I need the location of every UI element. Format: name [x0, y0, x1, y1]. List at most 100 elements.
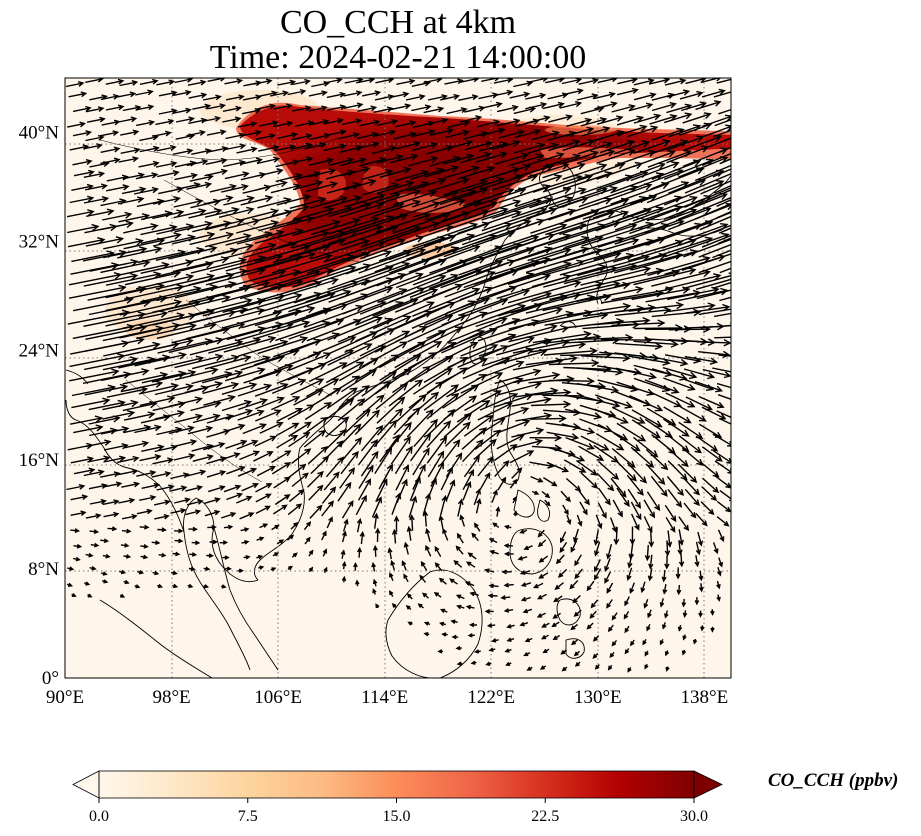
wind-arrow [343, 102, 364, 109]
wind-arrow [644, 545, 651, 562]
wind-arrow [172, 148, 194, 155]
wind-arrow [192, 220, 232, 233]
wind-arrow [463, 455, 480, 478]
wind-arrow [187, 583, 194, 589]
wind-arrow [629, 181, 690, 206]
wind-arrow [461, 439, 484, 463]
lon-tick-label: 138°E [681, 687, 729, 708]
wind-arrow [325, 428, 348, 451]
wind-arrow [152, 457, 175, 465]
wind-arrow [513, 142, 546, 154]
wind-arrow [503, 551, 514, 557]
wind-arrow [614, 205, 683, 231]
wind-arrow [694, 597, 700, 606]
wind-arrow [684, 488, 700, 506]
wind-arrow [549, 377, 596, 385]
wind-arrow [289, 196, 327, 209]
lat-tick-label: 40°N [19, 123, 60, 144]
wind-arrow [322, 195, 363, 209]
wind-arrow [221, 309, 283, 329]
wind-arrow [223, 484, 242, 493]
wind-arrow [666, 89, 691, 98]
wind-arrow [519, 570, 531, 575]
wind-arrow [303, 429, 327, 448]
wind-arrow [377, 118, 399, 126]
wind-arrow [695, 189, 731, 206]
wind-arrow [277, 351, 322, 370]
wind-arrow [701, 114, 731, 128]
wind-arrow [326, 516, 333, 529]
wind-arrow [326, 398, 355, 420]
wind-arrow [403, 573, 409, 583]
wind-arrow [455, 645, 462, 651]
wind-arrow [139, 524, 150, 530]
wind-arrow [527, 152, 565, 166]
wind-arrow [105, 184, 130, 192]
wind-arrow [124, 270, 182, 286]
wind-arrow [538, 555, 549, 563]
wind-arrow [719, 267, 731, 274]
wind-arrow [174, 256, 230, 272]
wind-arrow [445, 421, 471, 447]
wind-arrow [157, 170, 180, 178]
wind-arrow [506, 637, 515, 642]
wind-arrow [372, 578, 378, 587]
wind-arrow [561, 666, 568, 672]
wind-arrow [631, 286, 691, 301]
wind-arrow [578, 78, 599, 85]
wind-arrow [530, 209, 600, 234]
wind-arrow [485, 661, 492, 666]
wind-arrow [643, 499, 656, 519]
wind-arrow [628, 102, 654, 112]
wind-arrow [89, 566, 97, 571]
wind-arrow [573, 609, 582, 617]
wind-arrow [509, 478, 518, 489]
wind-arrow [308, 362, 348, 383]
wind-arrow [308, 484, 324, 501]
wind-arrow [695, 513, 708, 527]
wind-arrow [664, 78, 687, 86]
wind-arrow [337, 481, 352, 502]
wind-arrow [646, 491, 661, 512]
wind-arrow [66, 582, 74, 587]
wind-arrow [206, 129, 227, 136]
wind-arrow [286, 534, 295, 541]
wind-arrow [136, 198, 165, 208]
wind-arrow [629, 582, 635, 595]
wind-arrow [133, 186, 159, 195]
wind-arrow [304, 536, 311, 545]
wind-arrow [626, 462, 648, 484]
wind-arrow [677, 196, 731, 221]
wind-arrow [277, 79, 297, 86]
wind-arrow [272, 504, 288, 515]
wind-arrow [269, 90, 289, 97]
wind-arrow [174, 367, 219, 381]
wind-arrow [683, 502, 697, 519]
wind-arrow [85, 183, 109, 191]
wind-arrow [564, 408, 603, 420]
wind-arrow [631, 249, 699, 271]
wind-arrow [308, 105, 328, 112]
wind-arrow [237, 568, 245, 574]
wind-arrow [124, 440, 150, 449]
wind-arrow [667, 460, 688, 481]
wind-arrow [632, 195, 698, 222]
wind-arrow [617, 124, 648, 136]
wind-arrow [544, 311, 609, 326]
wind-arrow [412, 447, 430, 476]
wind-arrow [566, 514, 572, 526]
wind-arrow [610, 181, 670, 205]
wind-arrow [616, 115, 645, 126]
wind-arrow [565, 126, 595, 137]
wind-arrow [607, 624, 614, 633]
wind-arrow [630, 161, 680, 182]
wind-arrow [449, 578, 458, 585]
wind-arrow [419, 574, 427, 583]
wind-arrow [103, 246, 148, 259]
wind-arrow [581, 126, 611, 137]
wind-arrow [173, 208, 207, 219]
wind-arrow [460, 333, 517, 357]
wind-arrow [188, 526, 198, 532]
wind-arrow [105, 310, 169, 327]
wind-arrow [388, 246, 460, 274]
